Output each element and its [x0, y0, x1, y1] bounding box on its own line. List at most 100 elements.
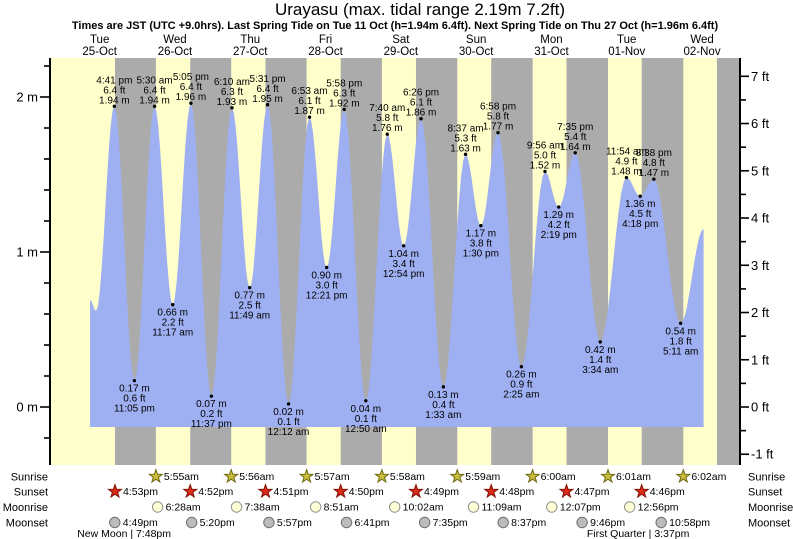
moonset-time: 6:41pm — [355, 517, 390, 529]
tide-extreme-dot — [152, 104, 157, 109]
high-tide-label: 6:10 am6.3 ft1.93 m — [214, 77, 250, 108]
svg-text:12:21 pm: 12:21 pm — [306, 291, 348, 302]
moonrise-moon-icon — [546, 501, 558, 513]
sunrise-row-label-left: Sunrise — [11, 472, 48, 484]
svg-text:11:17 am: 11:17 am — [152, 328, 193, 339]
svg-text:8:37 am: 8:37 am — [447, 123, 483, 134]
high-tide-label: 6:53 am6.1 ft1.87 m — [291, 86, 327, 117]
moon-phase-label: First Quarter | 3:37pm — [587, 528, 690, 539]
svg-text:4.8 ft: 4.8 ft — [643, 158, 665, 169]
moonrise-row-label-left: Moonrise — [3, 502, 48, 514]
moonrise-time: 12:07pm — [560, 502, 601, 514]
sunset-star-icon — [558, 483, 575, 499]
day-date-label: 02-Nov — [684, 46, 721, 58]
tide-extreme-dot — [638, 194, 642, 198]
low-tide-label: 1.36 m4.5 ft4:18 pm — [622, 199, 658, 230]
svg-text:1.47 m: 1.47 m — [639, 168, 670, 179]
y-axis-right-label: 2 ft — [751, 305, 769, 320]
high-tide-label: 7:40 am5.8 ft1.76 m — [369, 103, 405, 134]
svg-text:2.2 ft: 2.2 ft — [162, 318, 184, 329]
moonset-row-label-right: Moonset — [748, 518, 790, 530]
day-date-label: 01-Nov — [608, 46, 645, 58]
svg-text:6.4 ft: 6.4 ft — [180, 82, 202, 93]
moon-phase-label: New Moon | 7:48pm — [77, 528, 171, 539]
tide-extreme-dot — [189, 101, 193, 105]
svg-text:0.07 m: 0.07 m — [196, 399, 227, 410]
svg-text:3.0 ft: 3.0 ft — [316, 281, 338, 292]
high-tide-label: 11:54 am4.9 ft1.48 m — [606, 147, 647, 178]
svg-text:1.29 m: 1.29 m — [543, 210, 574, 221]
tide-extreme-dot — [324, 265, 329, 270]
svg-text:1.17 m: 1.17 m — [466, 229, 497, 240]
sunrise-time: 5:56am — [239, 471, 274, 483]
y-axis-right-label: 7 ft — [751, 69, 769, 84]
day-name-label: Sat — [392, 34, 410, 46]
tide-extreme-dot — [247, 285, 252, 290]
sunrise-time: 5:59am — [465, 471, 500, 483]
sunrise-star-icon — [298, 468, 315, 484]
sunset-time: 4:50pm — [349, 486, 384, 498]
svg-text:1.4 ft: 1.4 ft — [589, 355, 611, 366]
day-date-label: 29-Oct — [384, 46, 419, 58]
svg-text:1.92 m: 1.92 m — [329, 98, 360, 109]
svg-text:12:54 pm: 12:54 pm — [383, 269, 425, 280]
sunrise-time: 5:58am — [390, 471, 425, 483]
svg-text:6.4 ft: 6.4 ft — [103, 85, 125, 96]
high-tide-label: 5:31 pm6.4 ft1.95 m — [249, 74, 285, 105]
y-axis-right-label: 4 ft — [751, 211, 769, 226]
svg-text:5.8 ft: 5.8 ft — [487, 112, 509, 123]
y-axis-left-label: 0 m — [16, 400, 38, 415]
svg-text:6:10 am: 6:10 am — [214, 77, 250, 88]
day-date-label: 26-Oct — [158, 46, 193, 58]
night-band — [716, 58, 740, 465]
svg-text:5:05 pm: 5:05 pm — [173, 72, 209, 83]
high-tide-label: 7:35 pm5.4 ft1.64 m — [557, 122, 593, 153]
svg-text:1.95 m: 1.95 m — [252, 94, 283, 105]
svg-text:2:25 am: 2:25 am — [503, 390, 539, 401]
svg-text:6:58 pm: 6:58 pm — [480, 102, 516, 113]
tide-extreme-dot — [598, 340, 602, 344]
high-tide-label: 5:05 pm6.4 ft1.96 m — [173, 72, 209, 103]
moonrise-moon-icon — [623, 501, 636, 513]
low-tide-label: 0.54 m1.8 ft5:11 am — [663, 326, 698, 357]
moonrise-moon-icon — [388, 501, 401, 513]
high-tide-label: 9:56 am5.0 ft1.52 m — [527, 140, 563, 171]
tide-extreme-dot — [573, 151, 577, 155]
svg-text:1.87 m: 1.87 m — [294, 106, 325, 117]
svg-text:1.52 m: 1.52 m — [530, 160, 561, 171]
sunset-time: 4:51pm — [273, 486, 308, 498]
svg-text:11:54 am: 11:54 am — [606, 147, 647, 158]
svg-text:0.26 m: 0.26 m — [506, 370, 537, 381]
sunrise-star-icon — [374, 468, 390, 484]
tide-extreme-dot — [624, 175, 629, 180]
day-name-label: Thu — [240, 34, 260, 46]
sunset-star-icon — [408, 483, 424, 499]
sunrise-row: Sunrise Sunrise 5:55am 5:56am 5:57am 5:58am 5:… — [11, 468, 785, 484]
sunrise-star-icon — [449, 468, 466, 484]
svg-text:9:56 am: 9:56 am — [527, 140, 563, 151]
day-date-label: 30-Oct — [459, 46, 494, 58]
svg-text:1.63 m: 1.63 m — [450, 143, 481, 154]
svg-text:7:35 pm: 7:35 pm — [557, 122, 593, 133]
tide-extreme-dot — [132, 378, 137, 383]
sunset-star-icon — [633, 483, 650, 499]
tide-extreme-dot — [678, 321, 683, 325]
y-axis-right-label: 5 ft — [751, 163, 769, 178]
svg-text:0.9 ft: 0.9 ft — [510, 380, 532, 391]
high-tide-label: 6:26 pm6.1 ft1.86 m — [403, 88, 439, 119]
sunset-time: 4:52pm — [198, 486, 233, 498]
high-tide-label: 4:41 pm6.4 ft1.94 m — [96, 75, 132, 106]
moonset-moon-icon — [185, 516, 198, 529]
svg-text:1.48 m: 1.48 m — [611, 167, 642, 178]
moonrise-time: 10:02am — [403, 502, 444, 514]
low-tide-label: 0.42 m1.4 ft3:34 am — [582, 345, 618, 376]
moonset-row-label-left: Moonset — [6, 518, 48, 530]
moonset-time: 5:57pm — [277, 517, 312, 529]
low-tide-label: 1.29 m4.2 ft2:19 pm — [541, 210, 577, 241]
svg-text:0.77 m: 0.77 m — [234, 291, 265, 302]
day-name-label: Tue — [617, 34, 636, 46]
svg-text:0.04 m: 0.04 m — [351, 404, 382, 415]
svg-text:1.64 m: 1.64 m — [560, 142, 591, 153]
